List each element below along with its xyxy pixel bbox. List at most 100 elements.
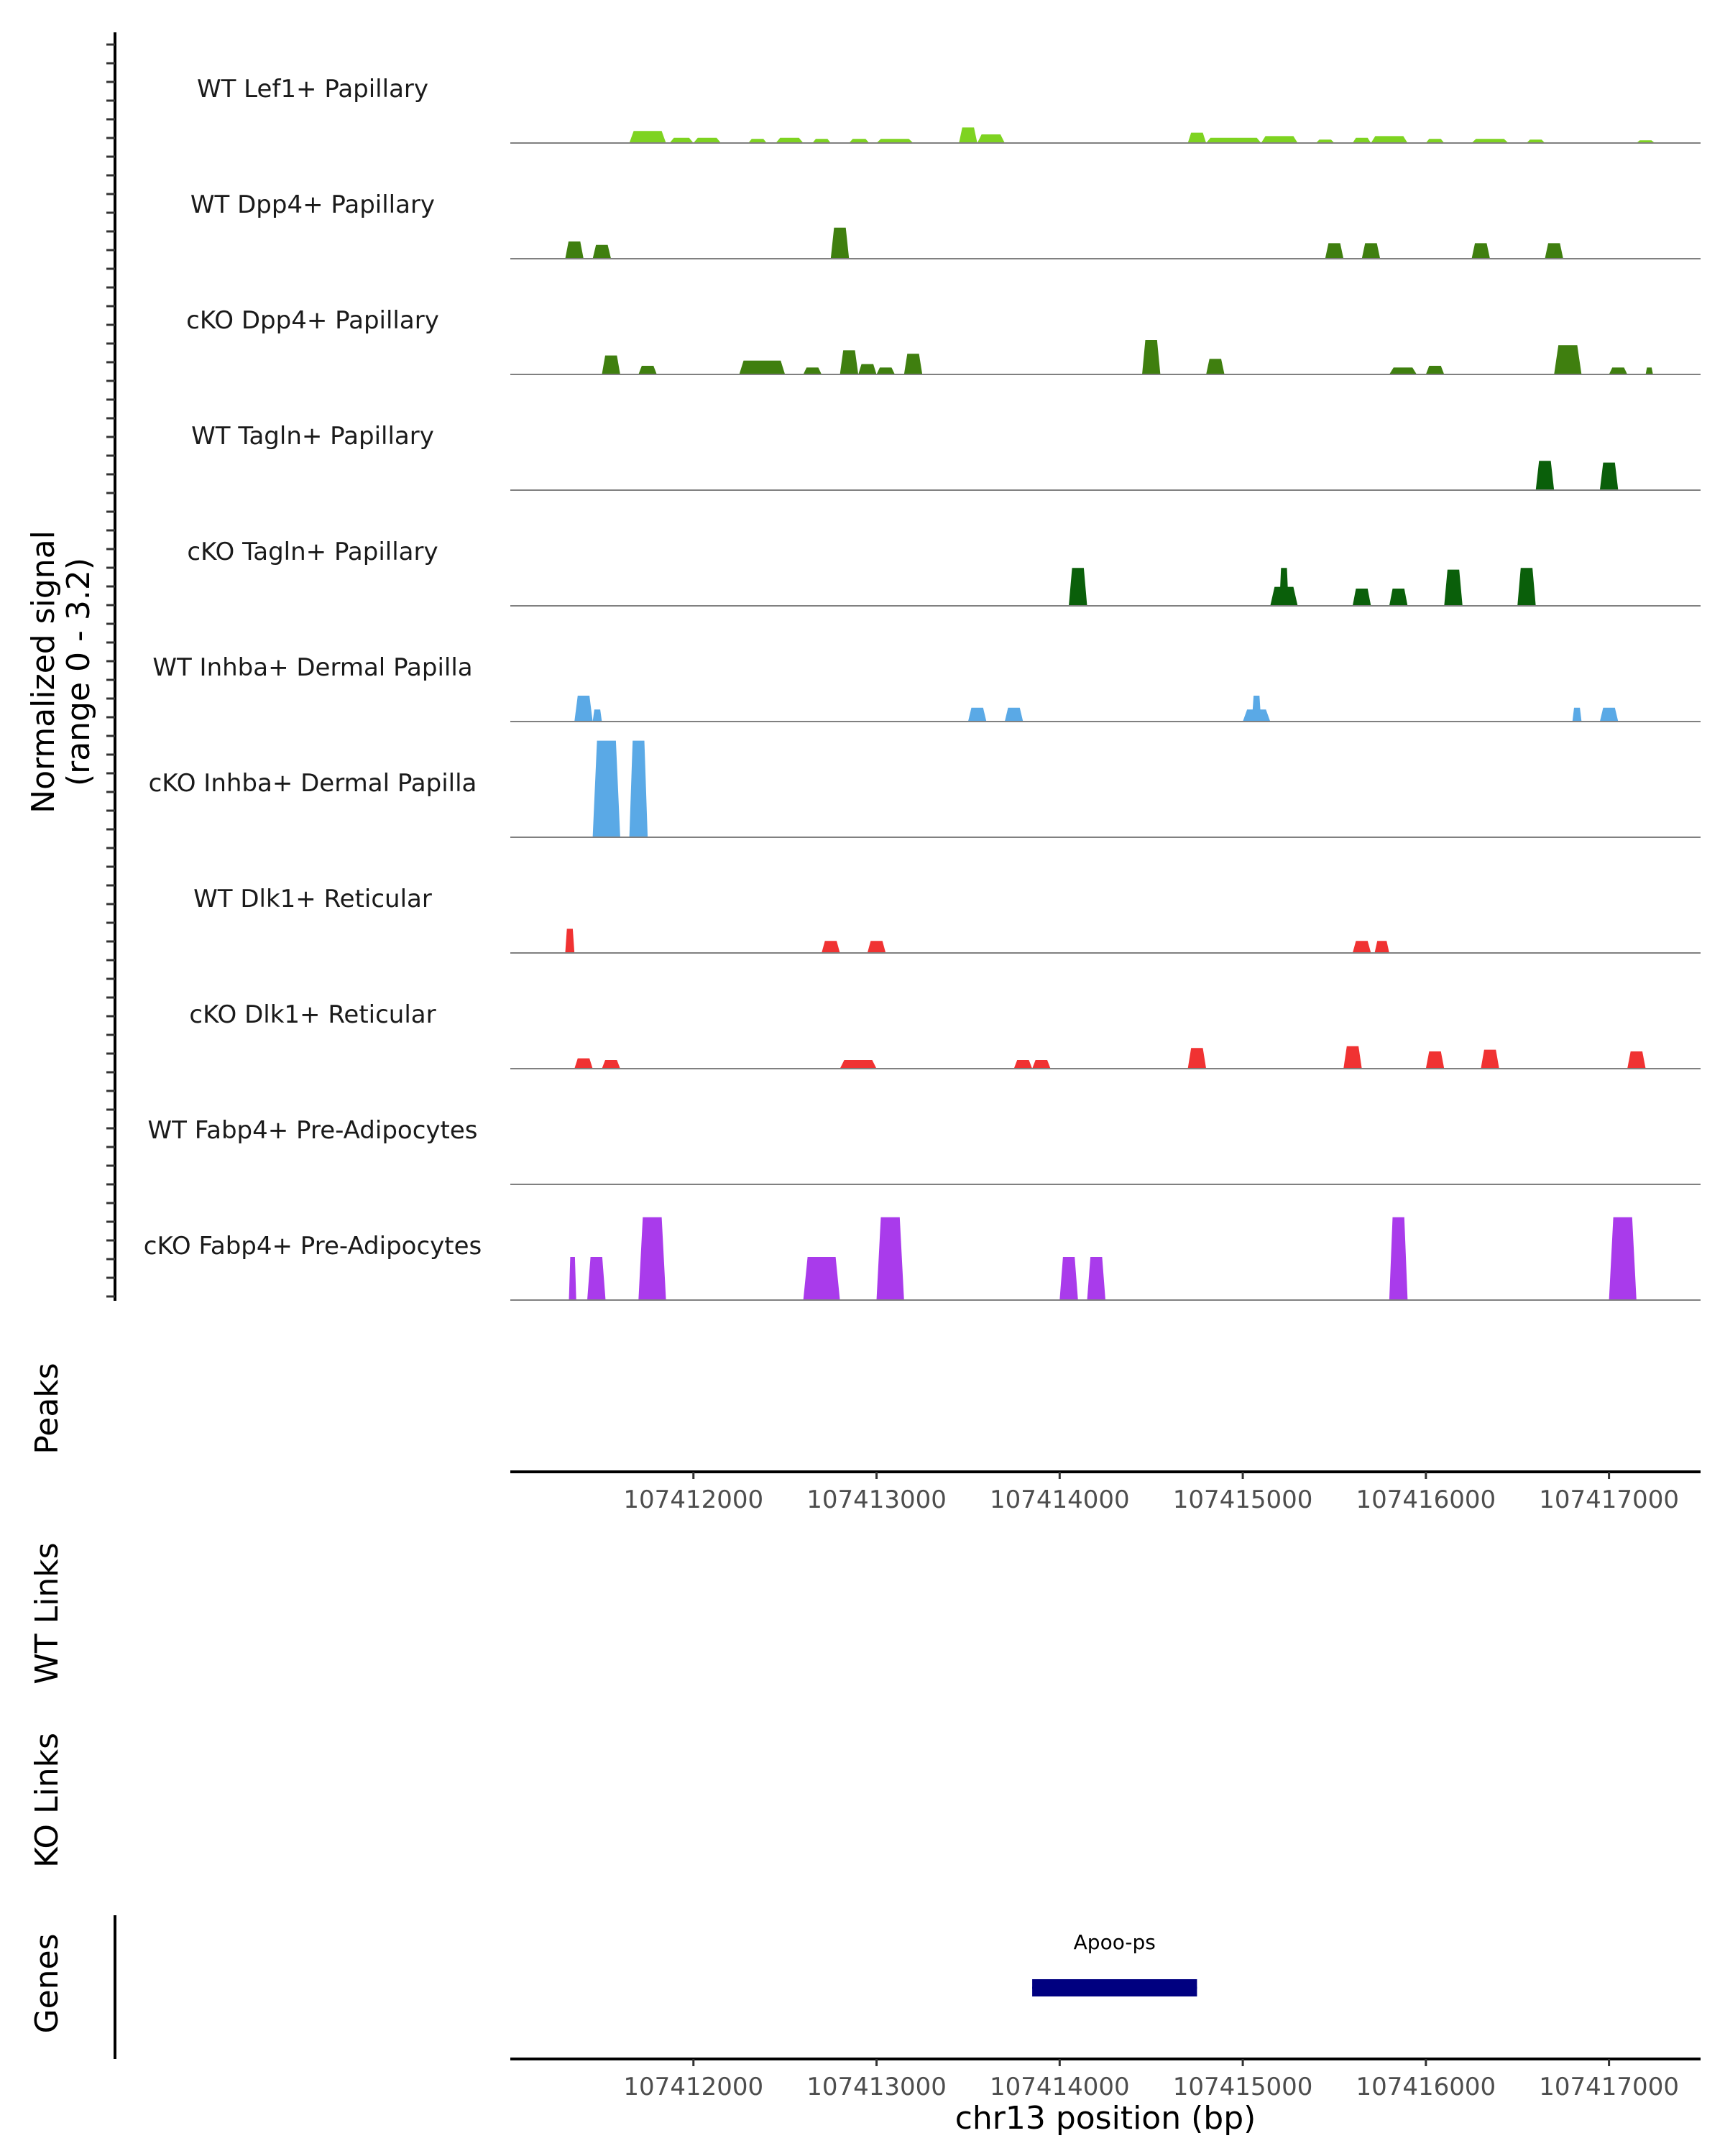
track-wt-tagln-papillary: WT Tagln+ Papillary — [191, 422, 1701, 491]
coverage-peak — [1599, 707, 1619, 722]
coverage-peak — [803, 1257, 840, 1300]
coverage-peak — [1389, 1217, 1408, 1300]
coverage-peak — [1527, 139, 1545, 143]
track-cko-fabp4-pre-adipocytes: cKO Fabp4+ Pre-Adipocytes — [144, 1217, 1701, 1301]
coverage-peak — [867, 941, 886, 953]
coverage-peak — [693, 137, 721, 143]
coverage-peak — [1187, 132, 1207, 143]
coverage-peak — [876, 1217, 904, 1300]
coverage-peak — [876, 139, 914, 143]
gene-label: Apoo-ps — [1074, 1930, 1156, 1954]
track-wt-inhba-dermal-papilla: WT Inhba+ Dermal Papilla — [152, 653, 1701, 722]
coverage-peak — [1425, 366, 1445, 374]
coverage-peak — [1142, 340, 1161, 374]
coverage-peak — [1471, 243, 1490, 259]
genes-track-title: Genes — [29, 1933, 65, 2033]
signal-axis-title-line2: (range 0 - 3.2) — [60, 558, 97, 786]
coverage-peak — [1206, 137, 1261, 143]
coverage-peak — [1069, 568, 1087, 606]
coverage-peak — [1352, 589, 1371, 606]
coverage-peak — [638, 1217, 666, 1300]
coverage-peak — [1554, 345, 1582, 374]
coverage-peak — [574, 696, 593, 722]
coverage-peak — [1545, 243, 1563, 259]
coverage-peak — [565, 241, 584, 259]
coverage-peak — [602, 1060, 620, 1069]
coverage-peak — [1087, 1257, 1105, 1300]
signal-axis-title-line1: Normalized signal — [25, 530, 62, 814]
coverage-peak — [903, 354, 923, 374]
track-label: cKO Dpp4+ Papillary — [186, 306, 439, 335]
coverage-peak — [574, 1058, 593, 1069]
track-label: WT Dlk1+ Reticular — [193, 885, 432, 913]
track-label: WT Lef1+ Papillary — [197, 75, 428, 103]
coverage-peak — [569, 1257, 576, 1300]
coverage-peak — [592, 740, 620, 837]
wt-links-track-title: WT Links — [29, 1542, 65, 1684]
coverage-peak — [830, 227, 850, 259]
coverage-peak — [592, 709, 602, 722]
coverage-peak — [1013, 1060, 1033, 1069]
x-axis-tick-label: 107415000 — [1173, 2073, 1313, 2101]
coverage-peak — [1316, 139, 1335, 143]
coverage-peak — [1261, 136, 1298, 143]
track-wt-fabp4-pre-adipocytes: WT Fabp4+ Pre-Adipocytes — [148, 1116, 1701, 1185]
track-label: WT Inhba+ Dermal Papilla — [152, 653, 472, 682]
coverage-peak — [739, 360, 786, 374]
peaks-x-axis-tick-label: 107414000 — [990, 1485, 1130, 1514]
track-cko-tagln-papillary: cKO Tagln+ Papillary — [187, 538, 1701, 607]
track-label: WT Fabp4+ Pre-Adipocytes — [148, 1116, 478, 1145]
track-wt-dpp4-papillary: WT Dpp4+ Papillary — [190, 190, 1701, 259]
coverage-peak — [1471, 139, 1509, 143]
coverage-peak — [1206, 359, 1225, 374]
track-label: WT Dpp4+ Papillary — [190, 190, 435, 219]
peaks-x-axis-tick-label: 107416000 — [1356, 1485, 1496, 1514]
coverage-peak — [812, 139, 831, 143]
coverage-peak — [1374, 941, 1389, 953]
coverage-peak — [1481, 1049, 1499, 1069]
coverage-peak — [858, 364, 877, 374]
track-label: cKO Inhba+ Dermal Papilla — [149, 769, 477, 798]
coverage-peak — [1425, 1051, 1445, 1069]
coverage-peak — [876, 367, 895, 374]
coverage-peak — [1325, 243, 1344, 259]
coverage-peak — [1645, 367, 1653, 374]
coverage-peak — [803, 367, 822, 374]
track-label: cKO Tagln+ Papillary — [187, 538, 438, 566]
coverage-peak — [849, 139, 870, 143]
coverage-peak — [1352, 137, 1371, 143]
coverage-peak — [1243, 709, 1271, 722]
coverage-peak — [776, 137, 804, 143]
coverage-peak — [1609, 367, 1628, 374]
peaks-x-axis-tick-label: 107415000 — [1173, 1485, 1313, 1514]
coverage-peak — [638, 366, 657, 374]
coverage-peak — [959, 127, 978, 143]
coverage-peak — [1059, 1257, 1078, 1300]
coverage-peak — [565, 929, 575, 953]
track-cko-dpp4-papillary: cKO Dpp4+ Papillary — [186, 306, 1701, 375]
genes-track: Apoo-ps — [1032, 1930, 1197, 1996]
track-wt-dlk1-reticular: WT Dlk1+ Reticular — [193, 885, 1701, 954]
coverage-peak — [1517, 568, 1536, 606]
coverage-peak — [977, 134, 1005, 143]
track-wt-lef1-papillary: WT Lef1+ Papillary — [197, 75, 1701, 144]
coverage-peak — [1389, 367, 1417, 374]
x-axis-title: chr13 position (bp) — [955, 2100, 1256, 2137]
coverage-peak — [1032, 1060, 1051, 1069]
peaks-x-axis-tick-label: 107412000 — [623, 1485, 763, 1514]
x-axis-tick-label: 107417000 — [1539, 2073, 1679, 2101]
track-label: cKO Fabp4+ Pre-Adipocytes — [144, 1232, 482, 1261]
coverage-peak — [592, 244, 612, 259]
coverage-peak — [1444, 569, 1463, 606]
coverage-peak — [1352, 941, 1371, 953]
coverage-peak — [1599, 462, 1619, 490]
coverage-peak — [1425, 139, 1445, 143]
coverage-peak — [629, 740, 648, 837]
track-cko-dlk1-reticular: cKO Dlk1+ Reticular — [189, 1000, 1701, 1069]
coverage-peak — [602, 355, 620, 374]
coverage-peak — [1627, 1051, 1646, 1069]
x-axis-tick-label: 107412000 — [623, 2073, 763, 2101]
coverage-peak — [587, 1257, 606, 1300]
coverage-peak — [629, 131, 666, 143]
